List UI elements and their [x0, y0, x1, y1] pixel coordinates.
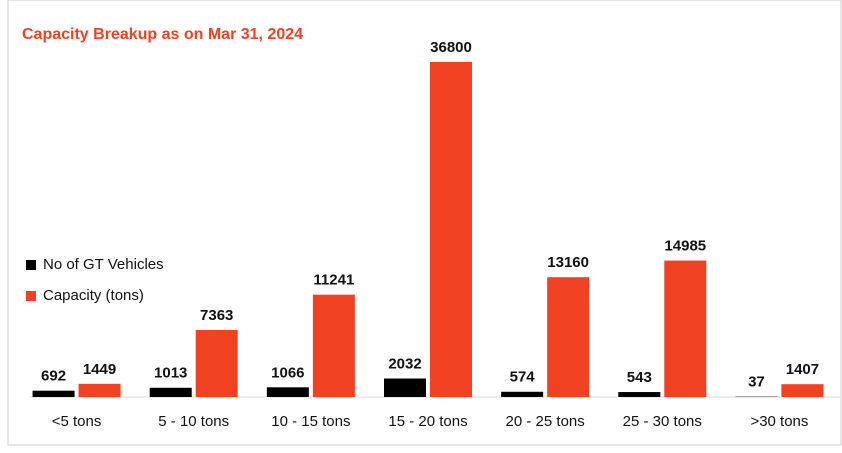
data-label: 36800	[430, 39, 472, 56]
bar	[664, 260, 707, 397]
legend-swatch	[26, 260, 36, 270]
bar	[547, 277, 590, 397]
data-label: 692	[41, 368, 66, 385]
data-label: 543	[627, 369, 652, 386]
bar	[32, 390, 75, 397]
data-label: 7363	[200, 307, 233, 324]
data-label: 1449	[83, 361, 116, 378]
x-tick-label: 20 - 25 tons	[506, 413, 585, 430]
data-label: 574	[510, 369, 536, 386]
x-tick-label: <5 tons	[52, 413, 102, 430]
bar	[430, 62, 472, 397]
x-tick-label: 5 - 10 tons	[158, 413, 229, 430]
data-label: 2032	[388, 355, 421, 372]
bar	[78, 383, 121, 397]
data-label: 1407	[786, 361, 819, 378]
bar	[266, 387, 309, 397]
data-label: 11241	[313, 272, 354, 289]
bar	[149, 387, 192, 397]
frame	[7, 0, 842, 446]
x-tick-label: 10 - 15 tons	[271, 413, 350, 430]
bar	[384, 378, 426, 397]
legend-label: Capacity (tons)	[43, 287, 144, 304]
data-label: 1066	[271, 364, 304, 381]
data-label: 1013	[154, 365, 187, 382]
x-tick-label: >30 tons	[750, 413, 808, 430]
data-label: 37	[748, 374, 765, 391]
chart-title: Capacity Breakup as on Mar 31, 2024	[22, 26, 303, 43]
bar	[781, 384, 824, 397]
x-tick-label: 25 - 30 tons	[623, 413, 702, 430]
bar	[501, 391, 544, 397]
bar	[312, 294, 355, 397]
data-label: 14985	[664, 238, 706, 255]
bar	[618, 392, 661, 397]
data-label: 13160	[547, 254, 589, 271]
legend-label: No of GT Vehicles	[43, 256, 164, 273]
legend-swatch	[26, 291, 36, 301]
x-tick-label: 15 - 20 tons	[388, 413, 467, 430]
bar	[195, 329, 238, 397]
